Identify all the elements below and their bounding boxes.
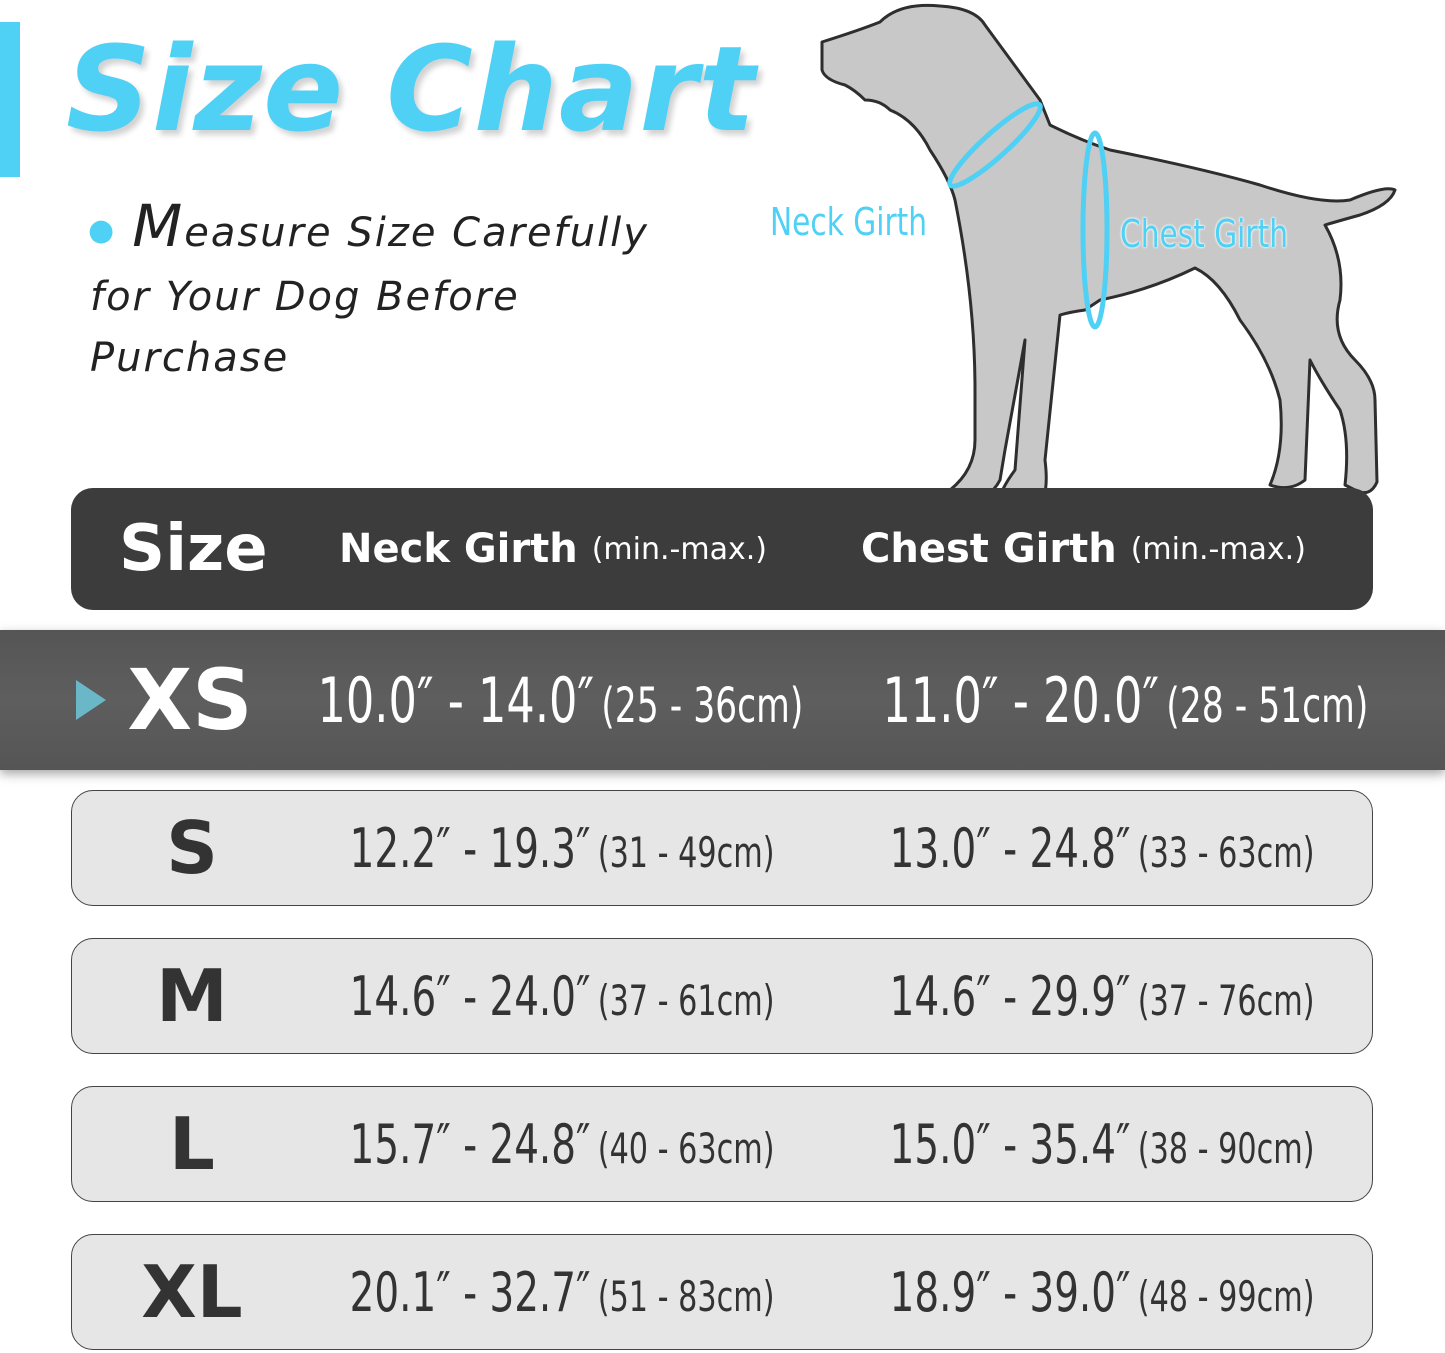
size-label: L xyxy=(169,1102,215,1186)
table-row-xs: XS 10.0″ - 14.0″ (25 - 36cm) 11.0″ - 20.0… xyxy=(0,630,1445,770)
neck-girth-ring xyxy=(947,101,1043,189)
table-row-m: M 14.6″ - 24.0″ (37 - 61cm) 14.6″ - 29.9″… xyxy=(71,938,1373,1054)
chest-range: 11.0″ - 20.0″ (28 - 51cm) xyxy=(830,630,1420,770)
header-neck-unit: (min.-max.) xyxy=(591,531,767,567)
chest-range: 18.9″ - 39.0″ (48 - 99cm) xyxy=(802,1235,1402,1349)
header-neck-label: Neck Girth xyxy=(339,526,578,572)
bullet-icon: ● xyxy=(88,213,117,248)
chest-inches: 15.0″ - 35.4″ xyxy=(889,1112,1131,1176)
table-row-l: L 15.7″ - 24.8″ (40 - 63cm) 15.0″ - 35.4″… xyxy=(71,1086,1373,1202)
neck-inches: 20.1″ - 32.7″ xyxy=(349,1260,591,1324)
selected-arrow-icon xyxy=(76,680,106,720)
subtitle: ● Measure Size Carefully for Your Dog Bef… xyxy=(88,196,710,389)
neck-inches: 12.2″ - 19.3″ xyxy=(349,816,591,880)
chest-cm: (37 - 76cm) xyxy=(1137,975,1315,1025)
accent-bar xyxy=(0,22,20,177)
chest-range: 15.0″ - 35.4″ (38 - 90cm) xyxy=(802,1087,1402,1201)
neck-inches: 15.7″ - 24.8″ xyxy=(349,1112,591,1176)
table-row-s: S 12.2″ - 19.3″ (31 - 49cm) 13.0″ - 24.8″… xyxy=(71,790,1373,906)
neck-range: 15.7″ - 24.8″ (40 - 63cm) xyxy=(272,1087,852,1201)
neck-cm: (31 - 49cm) xyxy=(597,827,775,877)
chest-girth-label: Chest Girth xyxy=(1120,212,1289,256)
header-size: Size xyxy=(119,512,268,586)
header-neck: Neck Girth (min.-max.) xyxy=(339,488,767,610)
neck-cm: (51 - 83cm) xyxy=(597,1271,775,1321)
page-title: Size Chart xyxy=(66,20,757,158)
chest-cm: (38 - 90cm) xyxy=(1137,1123,1315,1173)
chest-inches: 14.6″ - 29.9″ xyxy=(889,964,1131,1028)
table-row-xl: XL 20.1″ - 32.7″ (51 - 83cm) 18.9″ - 39.0… xyxy=(71,1234,1373,1350)
dog-diagram xyxy=(820,3,1397,516)
neck-cm: (25 - 36cm) xyxy=(600,677,803,734)
size-label: M xyxy=(156,954,228,1038)
chest-cm: (33 - 63cm) xyxy=(1137,827,1315,877)
neck-range: 10.0″ - 14.0″ (25 - 36cm) xyxy=(270,630,850,770)
chest-inches: 18.9″ - 39.0″ xyxy=(889,1260,1131,1324)
header-chest-label: Chest Girth xyxy=(861,526,1117,572)
chest-inches: 13.0″ - 24.8″ xyxy=(889,816,1131,880)
size-label: XL xyxy=(141,1250,243,1334)
chest-range: 14.6″ - 29.9″ (37 - 76cm) xyxy=(802,939,1402,1053)
size-label: XS xyxy=(127,651,253,749)
chest-girth-ring xyxy=(1080,130,1110,330)
chest-range: 13.0″ - 24.8″ (33 - 63cm) xyxy=(802,791,1402,905)
size-label: S xyxy=(166,806,218,890)
neck-girth-label: Neck Girth xyxy=(770,200,928,244)
table-header: Size Neck Girth (min.-max.) Chest Girth (m… xyxy=(71,488,1373,610)
neck-range: 14.6″ - 24.0″ (37 - 61cm) xyxy=(272,939,852,1053)
neck-range: 20.1″ - 32.7″ (51 - 83cm) xyxy=(272,1235,852,1349)
header-chest-unit: (min.-max.) xyxy=(1130,531,1306,567)
neck-range: 12.2″ - 19.3″ (31 - 49cm) xyxy=(272,791,852,905)
neck-cm: (37 - 61cm) xyxy=(597,975,775,1025)
subtitle-initial: M xyxy=(132,192,185,260)
neck-inches: 14.6″ - 24.0″ xyxy=(349,964,591,1028)
chest-cm: (48 - 99cm) xyxy=(1137,1271,1315,1321)
chest-inches: 11.0″ - 20.0″ xyxy=(882,663,1159,737)
neck-cm: (40 - 63cm) xyxy=(597,1123,775,1173)
header-chest: Chest Girth (min.-max.) xyxy=(861,488,1306,610)
subtitle-text: easure Size Carefully for Your Dog Befor… xyxy=(90,210,649,381)
neck-inches: 10.0″ - 14.0″ xyxy=(317,663,594,737)
chest-cm: (28 - 51cm) xyxy=(1165,677,1368,734)
